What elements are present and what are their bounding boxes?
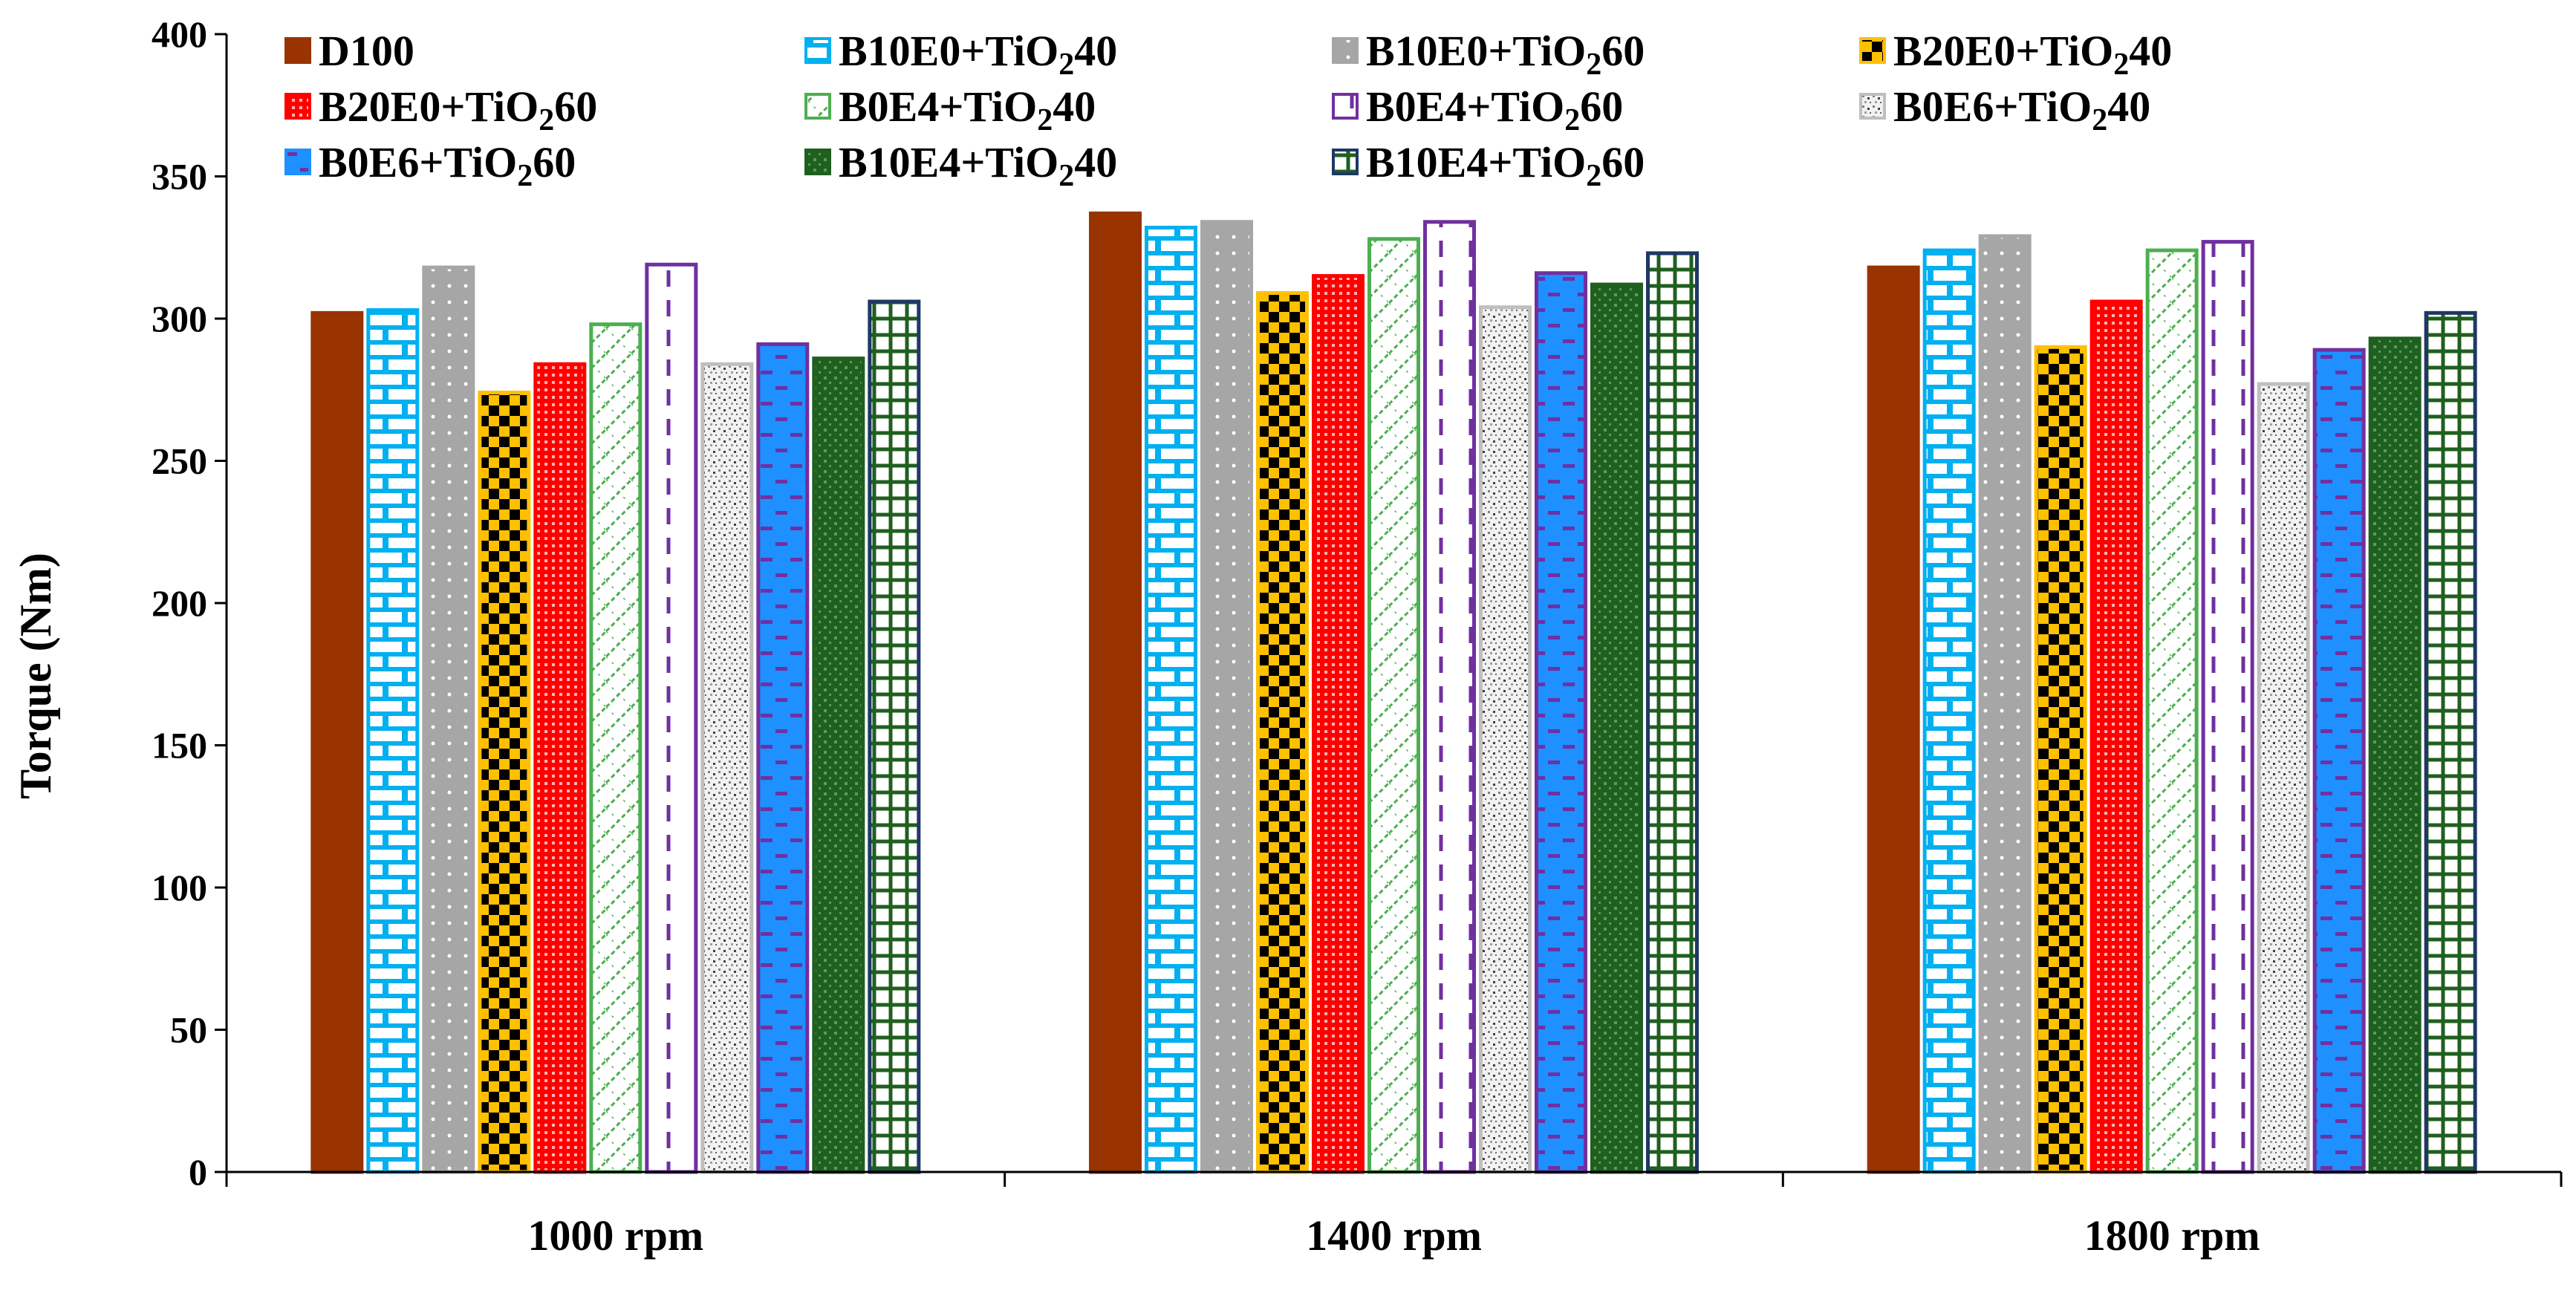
legend-swatch: [804, 93, 831, 120]
bar: [2145, 248, 2199, 1174]
legend-swatch: [804, 149, 831, 175]
legend-item: B10E0+TiO240: [804, 27, 1117, 82]
bar: [2424, 310, 2477, 1174]
legend-swatch: [284, 93, 311, 120]
bar: [1312, 274, 1365, 1174]
bar: [1367, 237, 1420, 1174]
bar: [589, 322, 643, 1174]
bar: [1646, 251, 1699, 1174]
bar: [645, 262, 698, 1174]
legend-label: B0E6+TiO260: [319, 138, 576, 193]
y-tick-label: 400: [152, 13, 207, 55]
legend-swatch: [1332, 93, 1359, 120]
legend-label: B10E4+TiO260: [1366, 138, 1645, 193]
bar: [1256, 291, 1309, 1174]
legend-item: D100: [284, 27, 414, 75]
y-tick-label: 50: [170, 1009, 207, 1051]
y-tick-label: 250: [152, 440, 207, 482]
y-tick-label: 100: [152, 867, 207, 908]
legend-label: B0E4+TiO240: [839, 82, 1096, 137]
bar: [700, 362, 754, 1174]
bar: [2034, 345, 2087, 1174]
bar: [478, 391, 531, 1174]
legend-label: B20E0+TiO260: [319, 82, 597, 137]
y-tick-label: 350: [152, 156, 207, 198]
legend-item: B10E4+TiO240: [804, 138, 1117, 193]
bar: [2201, 240, 2254, 1174]
x-category-label: 1400 rpm: [1306, 1211, 1482, 1260]
y-tick-label: 200: [152, 582, 207, 624]
legend: D100 B10E0+TiO240 B10E0+TiO260 B20E0+TiO240…: [284, 27, 2172, 193]
legend-item: B0E6+TiO240: [1859, 82, 2150, 137]
legend-label: B20E0+TiO240: [1893, 27, 2172, 82]
bar: [2257, 382, 2310, 1174]
bar: [310, 310, 364, 1174]
bar: [533, 362, 587, 1174]
legend-label: B10E0+TiO240: [839, 27, 1117, 82]
bar: [1423, 220, 1476, 1174]
bar: [2089, 299, 2143, 1174]
legend-item: B0E4+TiO260: [1332, 82, 1623, 137]
legend-swatch: [1332, 149, 1359, 175]
legend-label: D100: [319, 27, 414, 75]
bar: [1922, 248, 1976, 1174]
bar: [2368, 336, 2421, 1174]
legend-swatch: [1332, 37, 1359, 64]
bar: [2312, 348, 2366, 1174]
y-tick-label: 150: [152, 725, 207, 766]
legend-label: B0E6+TiO240: [1893, 82, 2150, 137]
legend-swatch: [804, 37, 831, 64]
legend-label: B10E0+TiO260: [1366, 27, 1645, 82]
legend-item: B0E6+TiO260: [284, 138, 576, 193]
bar: [1867, 265, 1920, 1174]
bar: [812, 356, 865, 1174]
bar: [1479, 305, 1532, 1174]
legend-item: B10E4+TiO260: [1332, 138, 1645, 193]
bar: [1145, 225, 1197, 1174]
bar: [1978, 234, 2032, 1174]
bar: [756, 342, 810, 1174]
legend-swatch: [1859, 93, 1886, 120]
bar: [868, 299, 921, 1174]
legend-label: B0E4+TiO260: [1366, 82, 1623, 137]
legend-swatch: [284, 37, 311, 64]
legend-item: B10E0+TiO260: [1332, 27, 1645, 82]
legend-item: B20E0+TiO260: [284, 82, 597, 137]
axes: 0 50 100 150 200 250 300 350 400 1000 rpm 1400 rpm…: [152, 13, 2563, 1260]
bar: [1089, 211, 1142, 1174]
bar: [1200, 220, 1253, 1174]
bar: [1590, 282, 1643, 1174]
legend-swatch: [284, 149, 311, 175]
y-axis-title: Torque (Nm): [11, 553, 60, 799]
legend-swatch: [1859, 37, 1886, 64]
y-tick-label: 300: [152, 298, 207, 339]
legend-item: B0E4+TiO240: [804, 82, 1096, 137]
x-category-label: 1800 rpm: [2084, 1211, 2260, 1260]
x-category-label: 1000 rpm: [527, 1211, 703, 1260]
bar: [422, 265, 475, 1174]
y-tick-label: 0: [189, 1151, 207, 1193]
bar: [1535, 271, 1587, 1174]
bar: [366, 308, 420, 1174]
legend-item: B20E0+TiO240: [1859, 27, 2172, 82]
legend-label: B10E4+TiO240: [839, 138, 1117, 193]
bars-layer: [310, 211, 2477, 1174]
